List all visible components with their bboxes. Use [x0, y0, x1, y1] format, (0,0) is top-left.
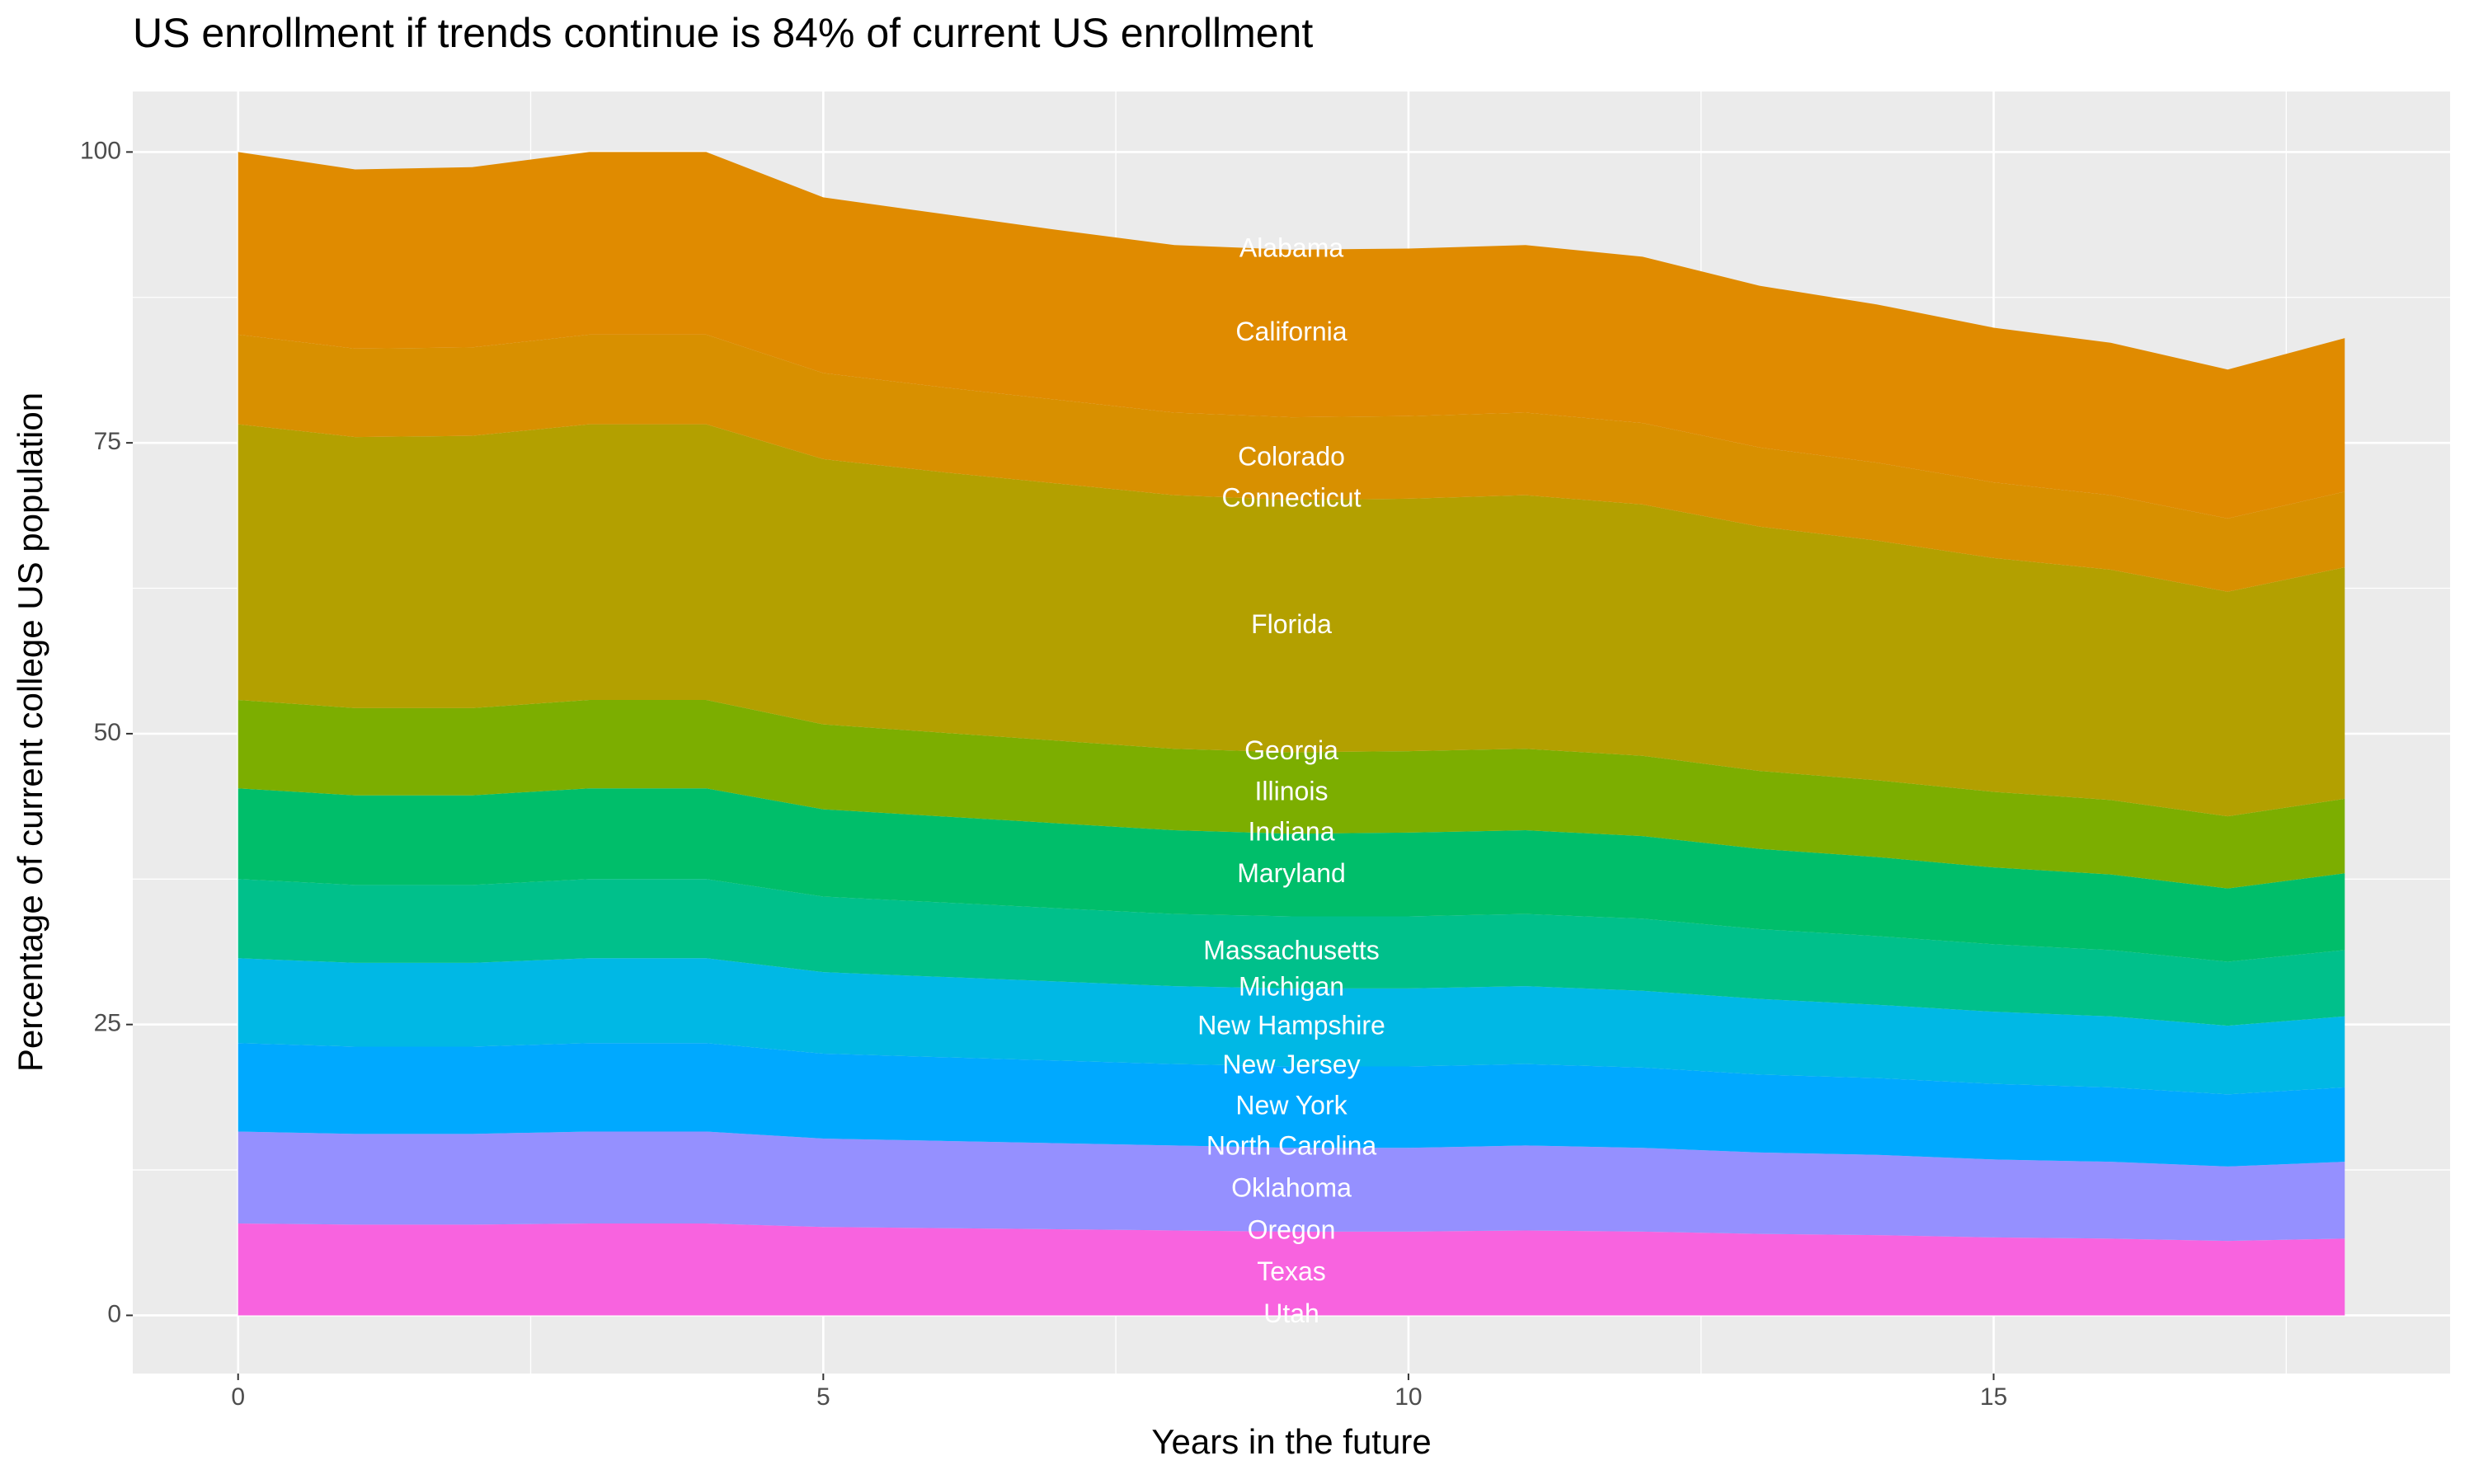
x-tick-label: 5 — [816, 1383, 830, 1411]
area-label: Georgia — [1244, 735, 1338, 765]
area — [238, 1043, 2345, 1167]
area-label: Indiana — [1249, 817, 1335, 847]
area-label: New Hampshire — [1197, 1011, 1385, 1040]
area — [238, 152, 2345, 519]
area-label: Connecticut — [1222, 483, 1362, 513]
area-label: Oklahoma — [1231, 1173, 1352, 1203]
y-axis-title: Percentage of current college US populat… — [11, 392, 49, 1072]
area-label: New York — [1235, 1090, 1348, 1120]
area — [238, 1223, 2345, 1316]
area-label: Massachusetts — [1203, 936, 1379, 965]
area — [238, 879, 2345, 1026]
area — [238, 958, 2345, 1095]
area-label: California — [1235, 317, 1347, 346]
area-label: Oregon — [1248, 1214, 1336, 1244]
area — [238, 334, 2345, 592]
area-label: Texas — [1257, 1256, 1326, 1286]
area-label: Florida — [1251, 609, 1332, 639]
area-label: Illinois — [1255, 776, 1329, 805]
y-tick-label: 25 — [94, 1010, 121, 1037]
area-label: North Carolina — [1206, 1131, 1377, 1161]
y-tick-label: 0 — [107, 1300, 121, 1327]
area — [238, 788, 2345, 962]
x-axis-title: Years in the future — [1151, 1422, 1431, 1461]
area — [238, 424, 2345, 817]
chart-title: US enrollment if trends continue is 84% … — [133, 10, 1313, 56]
x-tick-label: 0 — [231, 1383, 245, 1411]
x-tick-label: 10 — [1395, 1383, 1422, 1411]
area-label: New Jersey — [1222, 1050, 1360, 1079]
y-tick-label: 50 — [94, 719, 121, 746]
area-label: Michigan — [1239, 971, 1344, 1001]
area-label: Alabama — [1239, 232, 1344, 262]
y-tick-label: 75 — [94, 428, 121, 455]
area-label: Colorado — [1238, 442, 1345, 472]
area-label: Utah — [1263, 1298, 1319, 1328]
area — [238, 699, 2345, 889]
y-tick-label: 100 — [80, 137, 121, 164]
area-label: Maryland — [1237, 858, 1346, 888]
area — [238, 1131, 2345, 1242]
x-tick-label: 15 — [1980, 1383, 2007, 1411]
